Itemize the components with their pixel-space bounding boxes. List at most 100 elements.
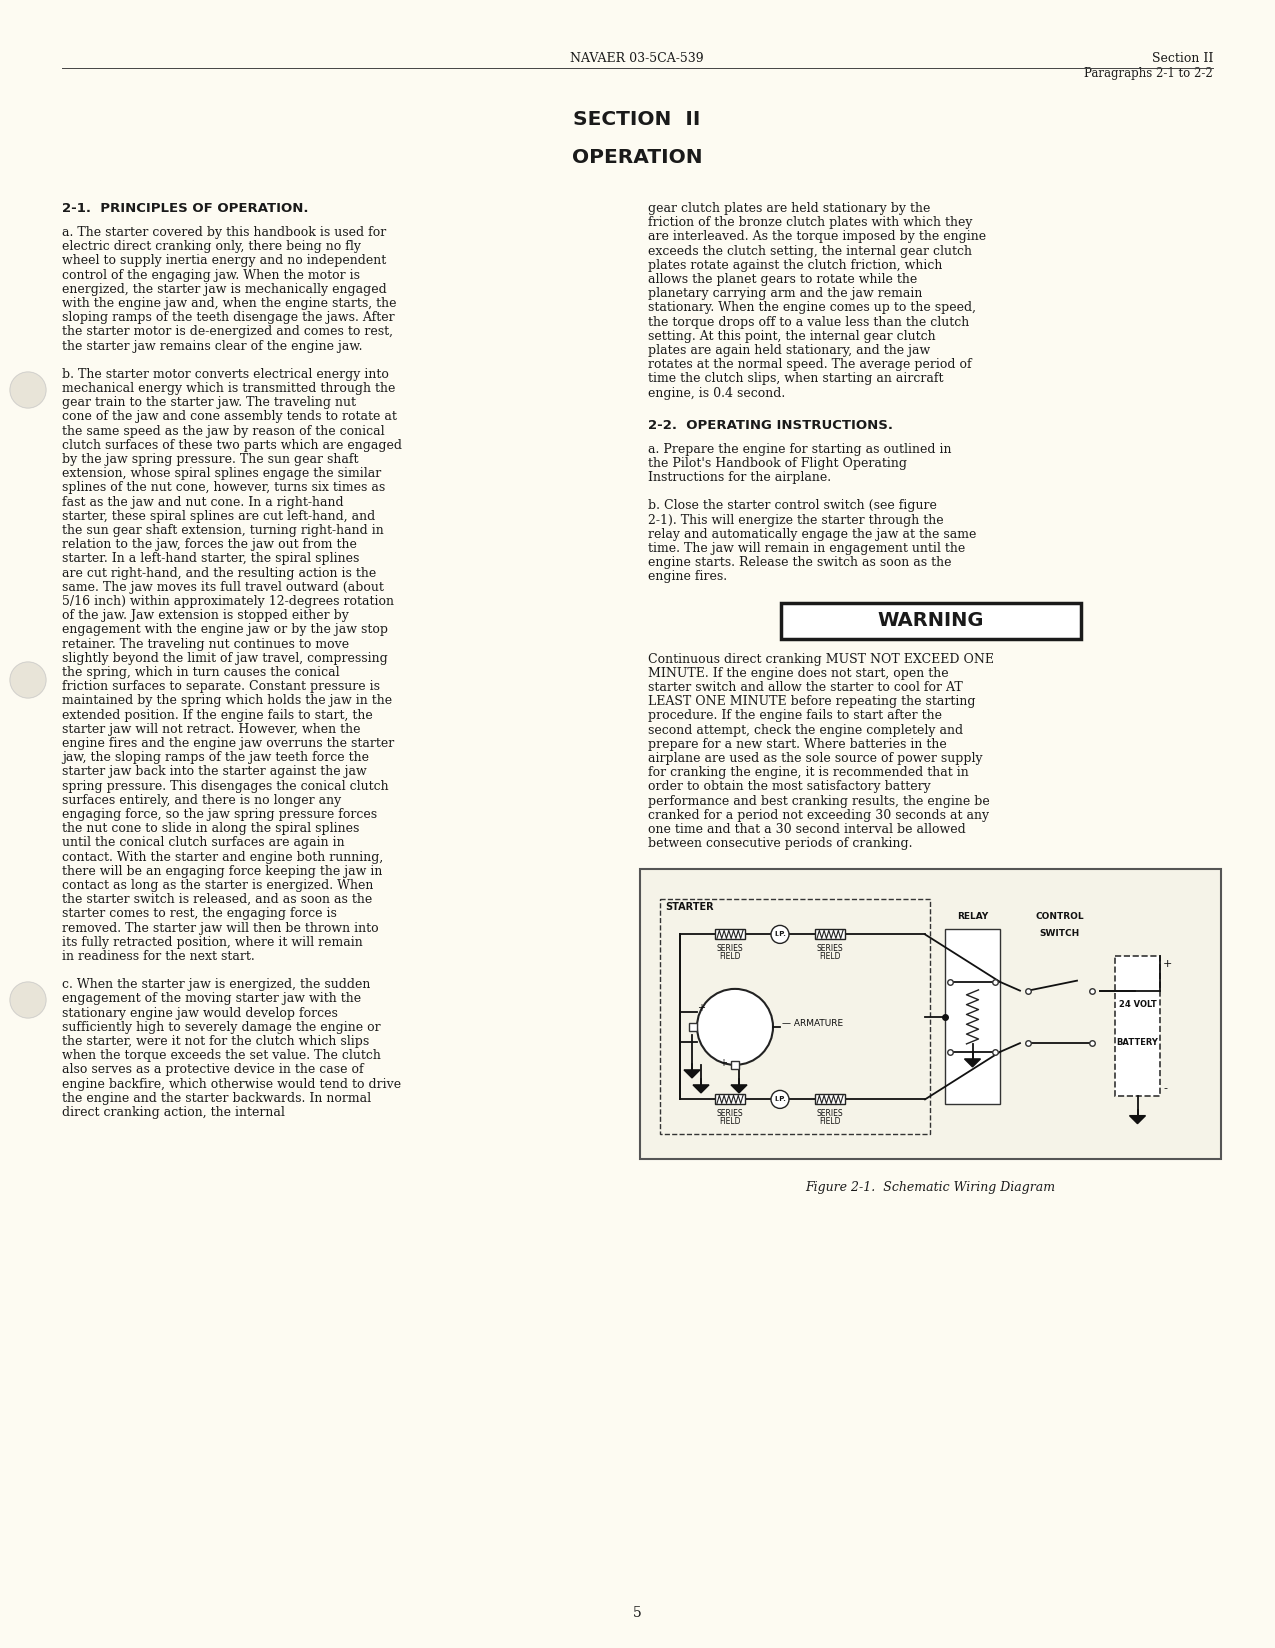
Text: +: + <box>719 1058 727 1068</box>
Text: relation to the jaw, forces the jaw out from the: relation to the jaw, forces the jaw out … <box>62 539 357 550</box>
Text: the sun gear shaft extension, turning right-hand in: the sun gear shaft extension, turning ri… <box>62 524 384 537</box>
Text: FIELD: FIELD <box>719 953 741 961</box>
Text: second attempt, check the engine completely and: second attempt, check the engine complet… <box>648 723 963 737</box>
Text: FIELD: FIELD <box>820 1117 840 1126</box>
Text: a. The starter covered by this handbook is used for: a. The starter covered by this handbook … <box>62 226 386 239</box>
Text: SECTION  II: SECTION II <box>574 110 701 129</box>
Text: the starter motor is de-energized and comes to rest,: the starter motor is de-energized and co… <box>62 325 393 338</box>
Bar <box>715 1094 745 1104</box>
Text: Section II: Section II <box>1151 53 1213 64</box>
Bar <box>780 603 1080 638</box>
Text: 5/16 inch) within approximately 12-degrees rotation: 5/16 inch) within approximately 12-degre… <box>62 595 394 608</box>
Text: +: + <box>1163 959 1173 969</box>
Text: contact as long as the starter is energized. When: contact as long as the starter is energi… <box>62 878 374 892</box>
Bar <box>1116 956 1160 1096</box>
Text: SERIES: SERIES <box>817 1109 843 1119</box>
Text: engine starts. Release the switch as soon as the: engine starts. Release the switch as soo… <box>648 557 951 569</box>
Text: 24 VOLT: 24 VOLT <box>1118 1000 1156 1009</box>
Bar <box>815 929 845 939</box>
Polygon shape <box>683 1070 700 1078</box>
Text: engine backfire, which otherwise would tend to drive: engine backfire, which otherwise would t… <box>62 1078 402 1091</box>
Text: direct cranking action, the internal: direct cranking action, the internal <box>62 1106 284 1119</box>
Text: CONTROL: CONTROL <box>1035 913 1084 921</box>
Text: performance and best cranking results, the engine be: performance and best cranking results, t… <box>648 794 989 808</box>
Text: its fully retracted position, where it will remain: its fully retracted position, where it w… <box>62 936 363 949</box>
Text: FIELD: FIELD <box>719 1117 741 1126</box>
Text: 2-2.  OPERATING INSTRUCTIONS.: 2-2. OPERATING INSTRUCTIONS. <box>648 419 892 432</box>
Text: in readiness for the next start.: in readiness for the next start. <box>62 949 255 962</box>
Text: the starter jaw remains clear of the engine jaw.: the starter jaw remains clear of the eng… <box>62 339 362 353</box>
Text: of the jaw. Jaw extension is stopped either by: of the jaw. Jaw extension is stopped eit… <box>62 610 349 623</box>
Text: -: - <box>1163 1083 1167 1093</box>
Text: SERIES: SERIES <box>717 944 743 954</box>
Text: prepare for a new start. Where batteries in the: prepare for a new start. Where batteries… <box>648 738 947 751</box>
Text: plates rotate against the clutch friction, which: plates rotate against the clutch frictio… <box>648 259 942 272</box>
Text: I.P.: I.P. <box>774 931 785 938</box>
Text: c. When the starter jaw is energized, the sudden: c. When the starter jaw is energized, th… <box>62 979 370 990</box>
Text: Figure 2-1.  Schematic Wiring Diagram: Figure 2-1. Schematic Wiring Diagram <box>806 1182 1056 1195</box>
Circle shape <box>771 1091 789 1109</box>
Text: spring pressure. This disengages the conical clutch: spring pressure. This disengages the con… <box>62 780 389 793</box>
Text: I.P.: I.P. <box>774 1096 785 1103</box>
Text: airplane are used as the sole source of power supply: airplane are used as the sole source of … <box>648 751 983 765</box>
Text: there will be an engaging force keeping the jaw in: there will be an engaging force keeping … <box>62 865 382 878</box>
Circle shape <box>771 926 789 943</box>
Text: STARTER: STARTER <box>666 903 714 913</box>
Text: electric direct cranking only, there being no fly: electric direct cranking only, there bei… <box>62 241 361 254</box>
Text: also serves as a protective device in the case of: also serves as a protective device in th… <box>62 1063 363 1076</box>
Text: stationary engine jaw would develop forces: stationary engine jaw would develop forc… <box>62 1007 338 1020</box>
Text: SWITCH: SWITCH <box>1040 929 1080 938</box>
Text: Instructions for the airplane.: Instructions for the airplane. <box>648 471 831 485</box>
Text: time the clutch slips, when starting an aircraft: time the clutch slips, when starting an … <box>648 372 944 386</box>
Text: the torque drops off to a value less than the clutch: the torque drops off to a value less tha… <box>648 316 969 328</box>
Text: FIELD: FIELD <box>820 953 840 961</box>
Text: slightly beyond the limit of jaw travel, compressing: slightly beyond the limit of jaw travel,… <box>62 653 388 664</box>
Text: starter switch and allow the starter to cool for AT: starter switch and allow the starter to … <box>648 681 963 694</box>
Text: removed. The starter jaw will then be thrown into: removed. The starter jaw will then be th… <box>62 921 379 934</box>
Text: starter comes to rest, the engaging force is: starter comes to rest, the engaging forc… <box>62 908 337 920</box>
Text: friction surfaces to separate. Constant pressure is: friction surfaces to separate. Constant … <box>62 681 380 694</box>
Text: 2-1.  PRINCIPLES OF OPERATION.: 2-1. PRINCIPLES OF OPERATION. <box>62 203 309 214</box>
Text: Continuous direct cranking MUST NOT EXCEED ONE: Continuous direct cranking MUST NOT EXCE… <box>648 653 994 666</box>
Text: time. The jaw will remain in engagement until the: time. The jaw will remain in engagement … <box>648 542 965 555</box>
Text: energized, the starter jaw is mechanically engaged: energized, the starter jaw is mechanical… <box>62 283 386 295</box>
Circle shape <box>10 372 46 409</box>
Text: WARNING: WARNING <box>877 611 984 630</box>
Text: the nut cone to slide in along the spiral splines: the nut cone to slide in along the spira… <box>62 822 360 836</box>
Polygon shape <box>694 1084 709 1093</box>
Text: same. The jaw moves its full travel outward (about: same. The jaw moves its full travel outw… <box>62 580 384 593</box>
Text: planetary carrying arm and the jaw remain: planetary carrying arm and the jaw remai… <box>648 287 922 300</box>
Text: starter jaw will not retract. However, when the: starter jaw will not retract. However, w… <box>62 723 361 735</box>
Text: engaging force, so the jaw spring pressure forces: engaging force, so the jaw spring pressu… <box>62 808 377 821</box>
Text: starter jaw back into the starter against the jaw: starter jaw back into the starter agains… <box>62 765 367 778</box>
Polygon shape <box>1130 1116 1145 1124</box>
Text: engine fires.: engine fires. <box>648 570 727 583</box>
Text: with the engine jaw and, when the engine starts, the: with the engine jaw and, when the engine… <box>62 297 397 310</box>
Text: the spring, which in turn causes the conical: the spring, which in turn causes the con… <box>62 666 339 679</box>
Text: exceeds the clutch setting, the internal gear clutch: exceeds the clutch setting, the internal… <box>648 244 972 257</box>
Text: clutch surfaces of these two parts which are engaged: clutch surfaces of these two parts which… <box>62 438 402 452</box>
Text: NAVAER 03-5CA-539: NAVAER 03-5CA-539 <box>570 53 704 64</box>
Text: cone of the jaw and cone assembly tends to rotate at: cone of the jaw and cone assembly tends … <box>62 410 397 424</box>
Text: the same speed as the jaw by reason of the conical: the same speed as the jaw by reason of t… <box>62 425 385 438</box>
Text: allows the planet gears to rotate while the: allows the planet gears to rotate while … <box>648 274 917 287</box>
Text: when the torque exceeds the set value. The clutch: when the torque exceeds the set value. T… <box>62 1050 381 1063</box>
Circle shape <box>10 982 46 1018</box>
Text: starter, these spiral splines are cut left-hand, and: starter, these spiral splines are cut le… <box>62 509 375 522</box>
Text: starter. In a left-hand starter, the spiral splines: starter. In a left-hand starter, the spi… <box>62 552 360 565</box>
Text: the starter switch is released, and as soon as the: the starter switch is released, and as s… <box>62 893 372 906</box>
Text: a. Prepare the engine for starting as outlined in: a. Prepare the engine for starting as ou… <box>648 443 951 456</box>
Text: the starter, were it not for the clutch which slips: the starter, were it not for the clutch … <box>62 1035 370 1048</box>
Text: OPERATION: OPERATION <box>571 148 703 166</box>
Text: BATTERY: BATTERY <box>1117 1038 1159 1046</box>
Text: extended position. If the engine fails to start, the: extended position. If the engine fails t… <box>62 709 372 722</box>
Text: LEAST ONE MINUTE before repeating the starting: LEAST ONE MINUTE before repeating the st… <box>648 695 975 709</box>
Text: SERIES: SERIES <box>717 1109 743 1119</box>
Text: plates are again held stationary, and the jaw: plates are again held stationary, and th… <box>648 344 931 358</box>
Text: setting. At this point, the internal gear clutch: setting. At this point, the internal gea… <box>648 330 936 343</box>
Text: splines of the nut cone, however, turns six times as: splines of the nut cone, however, turns … <box>62 481 385 494</box>
Text: order to obtain the most satisfactory battery: order to obtain the most satisfactory ba… <box>648 781 931 793</box>
Text: maintained by the spring which holds the jaw in the: maintained by the spring which holds the… <box>62 694 393 707</box>
Text: gear clutch plates are held stationary by the: gear clutch plates are held stationary b… <box>648 203 931 214</box>
Text: engagement with the engine jaw or by the jaw stop: engagement with the engine jaw or by the… <box>62 623 388 636</box>
